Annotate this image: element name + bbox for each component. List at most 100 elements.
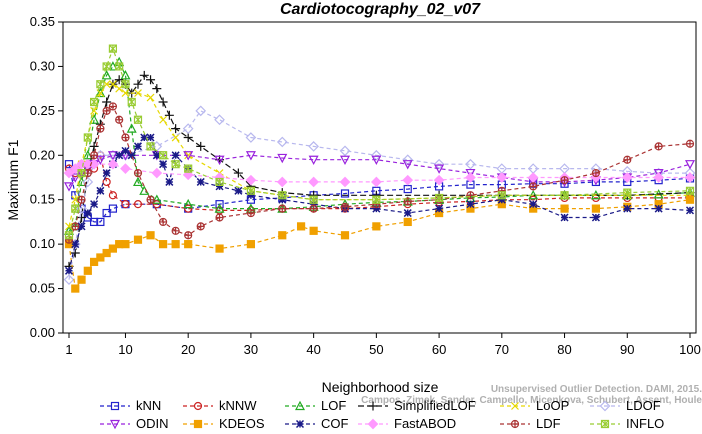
data-point xyxy=(184,151,193,160)
data-point xyxy=(164,110,174,120)
data-point xyxy=(309,204,318,213)
legend-item-odin: ODIN xyxy=(100,416,169,431)
x-axis-label: Neighborhood size xyxy=(322,379,439,395)
data-point xyxy=(83,133,92,142)
series-cof xyxy=(64,133,695,275)
data-point xyxy=(151,167,163,179)
y-tick-label: 0.25 xyxy=(30,103,55,118)
legend-label: INFLO xyxy=(626,416,664,431)
y-tick-label: 0.10 xyxy=(30,236,55,251)
legend: kNN kNNW LOF SimplifiedLOF LoOP LDOF ODIN KDEOS… xyxy=(100,398,664,431)
data-point xyxy=(591,168,601,178)
data-point xyxy=(654,204,663,213)
data-point xyxy=(146,133,155,142)
data-point xyxy=(340,231,350,240)
x-tick-label: 80 xyxy=(557,342,571,357)
data-point xyxy=(102,169,111,178)
legend-item-ldf: LDF xyxy=(500,416,561,431)
data-point xyxy=(339,145,351,157)
data-point xyxy=(245,132,257,143)
legend-label: LDF xyxy=(536,416,561,431)
watermark-line-1: Unsupervised Outlier Detection. DAMI, 20… xyxy=(491,384,702,395)
data-point xyxy=(278,204,287,213)
legend-item-lof: LOF xyxy=(285,398,346,413)
data-point xyxy=(77,168,86,178)
legend-item-ldof: LDOF xyxy=(590,398,661,413)
data-point xyxy=(64,231,74,240)
data-point xyxy=(309,200,318,209)
data-point xyxy=(403,217,412,227)
data-point xyxy=(115,151,124,160)
data-point xyxy=(140,133,149,142)
data-point xyxy=(466,191,475,200)
legend-label: kNN xyxy=(136,398,161,413)
data-point xyxy=(214,114,225,126)
data-point xyxy=(133,168,143,178)
x-axis: 1 10 20 30 40 50 60 70 80 90 100 xyxy=(65,333,701,357)
watermark: Unsupervised Outlier Detection. DAMI, 20… xyxy=(361,384,702,406)
data-point xyxy=(465,168,476,179)
data-point xyxy=(183,198,194,209)
data-point xyxy=(77,222,86,231)
legend-label: LOF xyxy=(321,398,346,413)
legend-item-kdeos: KDEOS xyxy=(183,416,265,431)
data-point xyxy=(146,195,155,204)
legend-marker xyxy=(368,401,378,411)
legend-label: FastABOD xyxy=(394,416,456,431)
legend-marker xyxy=(510,419,520,429)
data-point xyxy=(245,174,257,186)
legend-marker xyxy=(193,419,203,429)
data-point xyxy=(309,195,318,204)
data-point xyxy=(435,204,444,213)
series-line-knnw xyxy=(68,153,690,211)
y-tick-label: 0.20 xyxy=(30,147,55,162)
data-point xyxy=(246,240,256,249)
data-point xyxy=(139,70,149,80)
data-point xyxy=(71,240,80,249)
series-ldf xyxy=(64,102,695,244)
data-point xyxy=(89,114,100,124)
data-point xyxy=(340,155,350,166)
data-point xyxy=(108,244,118,253)
data-point xyxy=(146,142,155,151)
data-point xyxy=(184,204,193,213)
x-tick-label: 70 xyxy=(495,342,509,357)
data-point xyxy=(434,193,444,203)
data-point xyxy=(108,204,118,213)
data-point xyxy=(246,191,255,200)
y-tick-label: 0.30 xyxy=(30,58,55,73)
data-point xyxy=(621,172,633,183)
legend-item-fastabod: FastABOD xyxy=(358,416,456,431)
data-point xyxy=(196,222,205,231)
data-point xyxy=(308,141,319,152)
x-tick-label: 20 xyxy=(181,342,195,357)
data-point xyxy=(496,172,508,183)
data-point xyxy=(96,186,105,195)
data-point xyxy=(96,217,105,227)
data-point xyxy=(152,151,161,160)
data-point xyxy=(623,204,632,213)
data-point xyxy=(115,62,124,71)
data-point xyxy=(195,105,207,117)
data-point xyxy=(466,200,475,209)
data-point xyxy=(71,284,80,293)
data-point xyxy=(278,195,287,204)
data-point xyxy=(529,182,538,191)
series-line-ldf xyxy=(68,105,691,240)
legend-item-simplifiedlof: SimplifiedLOF xyxy=(358,398,476,413)
data-point xyxy=(684,172,696,183)
data-point xyxy=(71,204,80,213)
data-point xyxy=(151,194,162,204)
data-point xyxy=(278,191,287,200)
data-point xyxy=(560,191,569,200)
data-point xyxy=(89,217,99,227)
data-point xyxy=(102,62,111,71)
x-tick-label: 10 xyxy=(118,342,132,357)
legend-label: KDEOS xyxy=(219,416,265,431)
series-line-inflo xyxy=(68,46,691,236)
data-point xyxy=(340,202,350,211)
data-point xyxy=(182,123,194,134)
data-point xyxy=(133,115,143,124)
data-point xyxy=(623,155,632,164)
